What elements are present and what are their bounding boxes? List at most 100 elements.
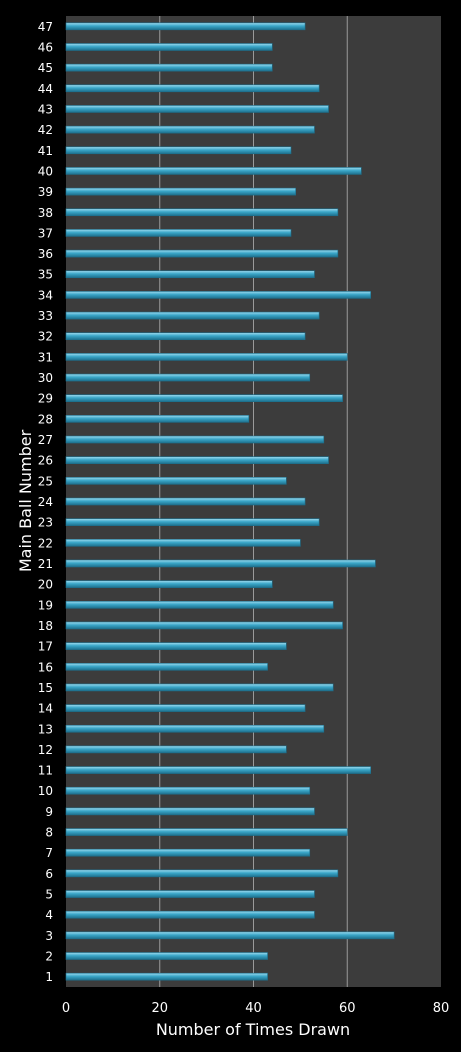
bar-12 — [65, 745, 287, 754]
y-tick-label: 22 — [38, 536, 53, 550]
bar-46 — [65, 43, 273, 51]
bar-39 — [65, 187, 296, 196]
y-tick-label: 27 — [38, 433, 53, 447]
bar-33 — [65, 311, 320, 320]
bar-24 — [65, 497, 306, 506]
y-tick-label: 16 — [38, 660, 53, 674]
bar-15 — [65, 683, 334, 692]
y-tick-label: 17 — [38, 640, 53, 654]
bar-27 — [65, 435, 325, 444]
bar-36 — [65, 249, 339, 258]
bar-20 — [65, 580, 273, 588]
y-tick-label: 43 — [38, 102, 53, 116]
y-tick-label: 4 — [45, 908, 53, 922]
bar-14 — [65, 704, 306, 712]
y-tick-label: 42 — [38, 123, 53, 137]
y-tick-label: 19 — [38, 598, 53, 612]
y-tick-label: 13 — [38, 722, 53, 736]
bar-1 — [65, 972, 268, 981]
y-tick-label: 24 — [38, 495, 53, 509]
bar-18 — [65, 621, 343, 630]
bar-44 — [65, 84, 320, 93]
y-tick-label: 8 — [45, 826, 53, 840]
y-tick-label: 31 — [38, 350, 53, 364]
x-tick-label: 80 — [433, 1001, 450, 1016]
y-tick-label: 1 — [45, 970, 53, 984]
y-tick-label: 20 — [38, 578, 53, 592]
y-tick-label: 36 — [38, 247, 53, 261]
bar-45 — [65, 63, 273, 72]
y-tick-label: 45 — [38, 61, 53, 75]
bar-8 — [65, 828, 348, 836]
y-tick-label: 26 — [38, 454, 53, 468]
bar-29 — [65, 394, 343, 403]
bar-37 — [65, 229, 292, 237]
y-tick-label: 21 — [38, 557, 53, 571]
y-tick-label: 7 — [45, 846, 53, 860]
bar-41 — [65, 146, 292, 155]
y-tick-label: 46 — [38, 40, 53, 54]
bar-35 — [65, 270, 315, 279]
y-tick-label: 40 — [38, 164, 53, 178]
y-tick-label: 28 — [38, 412, 53, 426]
y-tick-label: 10 — [38, 784, 53, 798]
bar-13 — [65, 724, 325, 733]
x-tick-label: 40 — [245, 1001, 262, 1016]
y-axis-title: Main Ball Number — [16, 429, 35, 572]
bars — [65, 22, 395, 981]
bar-47 — [65, 22, 306, 31]
x-axis-title: Number of Times Drawn — [156, 1020, 350, 1039]
x-tick-label: 20 — [151, 1001, 168, 1016]
y-tick-label: 9 — [45, 805, 53, 819]
y-tick-label: 33 — [38, 309, 53, 323]
bar-22 — [65, 539, 301, 547]
bar-38 — [65, 208, 339, 217]
bar-21 — [65, 559, 376, 568]
bar-7 — [65, 848, 311, 857]
bar-28 — [65, 415, 250, 423]
bar-34 — [65, 291, 371, 299]
y-tick-label: 41 — [38, 144, 53, 158]
bar-9 — [65, 807, 315, 816]
bar-30 — [65, 373, 311, 382]
bar-23 — [65, 518, 320, 526]
x-tick-labels: 0 20 40 60 80 — [62, 1001, 449, 1016]
x-tick-label: 0 — [62, 1001, 70, 1016]
bar-16 — [65, 662, 268, 671]
bar-2 — [65, 952, 268, 960]
y-tick-label: 3 — [45, 929, 53, 943]
y-tick-label: 38 — [38, 206, 53, 220]
bar-11 — [65, 766, 371, 774]
y-tick-label: 11 — [38, 764, 53, 778]
y-tick-label: 12 — [38, 743, 53, 757]
bar-6 — [65, 869, 339, 878]
bar-31 — [65, 353, 348, 361]
y-tick-label: 35 — [38, 268, 53, 282]
bar-43 — [65, 105, 329, 113]
bar-17 — [65, 642, 287, 650]
bar-26 — [65, 456, 329, 464]
x-tick-label: 60 — [339, 1001, 356, 1016]
y-tick-label: 18 — [38, 619, 53, 633]
y-tick-label: 5 — [45, 888, 53, 902]
y-tick-label: 29 — [38, 392, 53, 406]
bar-5 — [65, 890, 315, 898]
y-tick-label: 14 — [38, 702, 53, 716]
bar-19 — [65, 600, 334, 609]
y-tick-label: 32 — [38, 330, 53, 344]
y-tick-label: 2 — [45, 950, 53, 964]
bar-25 — [65, 477, 287, 485]
bar-42 — [65, 125, 315, 134]
bar-4 — [65, 910, 315, 919]
y-tick-label: 44 — [38, 82, 53, 96]
y-tick-label: 15 — [38, 681, 53, 695]
bar-10 — [65, 786, 311, 795]
y-tick-label: 39 — [38, 185, 53, 199]
bar-32 — [65, 332, 306, 341]
y-tick-label: 30 — [38, 371, 53, 385]
y-tick-label: 25 — [38, 474, 53, 488]
y-tick-label: 37 — [38, 226, 53, 240]
y-tick-labels: 1234567891011121314151617181920212223242… — [38, 20, 53, 984]
bar-40 — [65, 167, 362, 175]
